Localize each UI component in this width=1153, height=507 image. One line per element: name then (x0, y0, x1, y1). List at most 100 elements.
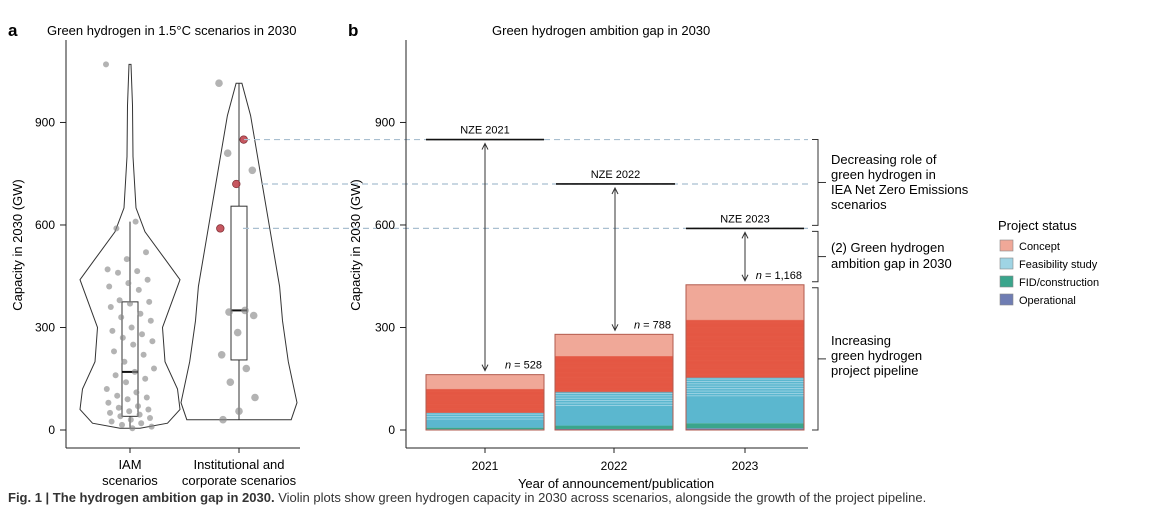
panel-a-x-label-1-line: corporate scenarios (182, 473, 297, 488)
panel-a-x-label-0: IAM scenarios (102, 457, 158, 488)
data-point (131, 368, 138, 375)
panel-a-title: Green hydrogen in 1.5°C scenarios in 203… (47, 23, 296, 38)
panel-a-x-label-1: Institutional and corporate scenarios (182, 457, 297, 488)
data-point (104, 266, 111, 273)
bar-segment-fid-construction (426, 427, 544, 430)
panel-b-y-label: Capacity in 2030 (GW) (348, 179, 363, 311)
data-point (119, 421, 125, 428)
project-count-n: n (634, 319, 643, 331)
data-point (119, 334, 126, 341)
panel-a: Capacity in 2030 (GW) 0 300 600 900 IAM scen… (10, 40, 300, 488)
data-point (251, 393, 259, 402)
data-point (105, 399, 112, 406)
bar-segment-operational (686, 428, 804, 430)
bar-segment-feasibility-study (686, 377, 804, 424)
data-point (114, 392, 121, 399)
bar-segment-fill (555, 428, 673, 430)
data-point (147, 415, 153, 421)
annotation-ambition-gap-line: ambition gap in 2030 (831, 256, 952, 271)
violin-iam (79, 63, 181, 429)
gap-arrow-head-bottom (481, 364, 489, 372)
annotation-nze-decline-line: IEA Net Zero Emissions (831, 182, 969, 197)
data-point (136, 411, 143, 418)
project-count-n: n (756, 270, 765, 282)
gap-arrow-head-bottom (611, 324, 619, 332)
project-count-n: n (505, 360, 514, 372)
caption-text: Violin plots show green hydrogen capacit… (274, 490, 927, 505)
panel-a-x-label-0-line: IAM (118, 457, 141, 472)
data-point (106, 283, 113, 290)
data-point (146, 298, 153, 305)
panel-a-x-label-0-line: scenarios (102, 473, 158, 488)
data-point (125, 280, 132, 287)
legend-swatch-1 (999, 257, 1014, 270)
data-point (219, 415, 227, 424)
data-point (103, 386, 110, 392)
bar-segment-feasibility-study (555, 391, 673, 426)
panel-b-x-tick-label: 2021 (472, 459, 499, 473)
annotation-nze-decline-line: green hydrogen in (831, 167, 936, 182)
panel-b-x-tick-label: 2023 (732, 459, 759, 473)
violin-institutional (180, 82, 298, 421)
data-point (121, 358, 128, 365)
annotation-pipeline-line: green hydrogen (831, 348, 922, 363)
bracket-nze-decline (812, 139, 819, 226)
legend-item-label: Feasibility study (1019, 259, 1098, 271)
annotation-brackets: Decreasing role of green hydrogen in IEA N… (812, 139, 969, 431)
data-point (129, 425, 136, 432)
data-point (225, 308, 233, 316)
data-point (107, 409, 113, 416)
data-point (144, 276, 151, 283)
data-point (128, 324, 135, 331)
project-count-label: n = 528 (505, 360, 542, 372)
data-point (117, 413, 124, 420)
data-point (113, 225, 120, 232)
annotation-nze-decline-line: scenarios (831, 197, 887, 212)
bar-segment-concept (426, 374, 544, 414)
data-point (248, 166, 257, 175)
bar-segment-fill (686, 423, 804, 429)
legend-item-label: Operational (1019, 295, 1076, 307)
project-count-label: n = 788 (634, 319, 671, 331)
bar-outline (685, 284, 805, 431)
annotation-ambition-gap-line: (2) Green hydrogen (831, 240, 944, 255)
gap-arrow-head-top (481, 142, 489, 150)
data-point (215, 79, 223, 87)
legend-swatch-2 (999, 275, 1014, 288)
concept-dense-band (426, 388, 544, 413)
panel-b-x-tick-label: 2022 (601, 459, 628, 473)
data-point (233, 328, 242, 337)
data-point (226, 378, 235, 387)
data-point (116, 297, 123, 304)
data-point (133, 389, 140, 396)
gap-arrow-head-top (611, 186, 619, 195)
annotation-nze-decline: Decreasing role of green hydrogen in IEA N… (831, 152, 969, 212)
panel-a-y-tick-label: 0 (48, 423, 55, 437)
data-point (249, 311, 258, 320)
bar-segment-operational (555, 428, 673, 430)
data-point (130, 341, 137, 348)
gap-arrow-head-top (741, 231, 749, 239)
annotation-pipeline-line: project pipeline (831, 363, 918, 378)
data-point (118, 314, 125, 321)
data-point (137, 310, 144, 317)
data-point (135, 403, 141, 410)
data-point (123, 256, 130, 263)
data-point (151, 365, 157, 372)
data-point (132, 218, 139, 225)
data-point (148, 423, 155, 430)
data-point (108, 418, 115, 425)
figure: a Green hydrogen in 1.5°C scenarios in 2… (8, 21, 1099, 490)
bar-segment-feasibility-study (426, 412, 544, 428)
legend-swatch-0 (999, 239, 1014, 252)
data-point (140, 351, 147, 358)
legend-swatch-3 (999, 293, 1014, 306)
panel-b-y-tick-label: 0 (388, 423, 395, 437)
nze-label: NZE 2023 (720, 213, 770, 225)
bar-segment-fill (426, 412, 544, 428)
legend-title: Project status (998, 218, 1077, 233)
data-point (143, 394, 150, 401)
panel-b-y-tick-label: 600 (375, 218, 395, 232)
project-count-value: = 528 (514, 360, 542, 372)
annotation-ambition-gap: (2) Green hydrogen ambition gap in 2030 (831, 240, 952, 271)
